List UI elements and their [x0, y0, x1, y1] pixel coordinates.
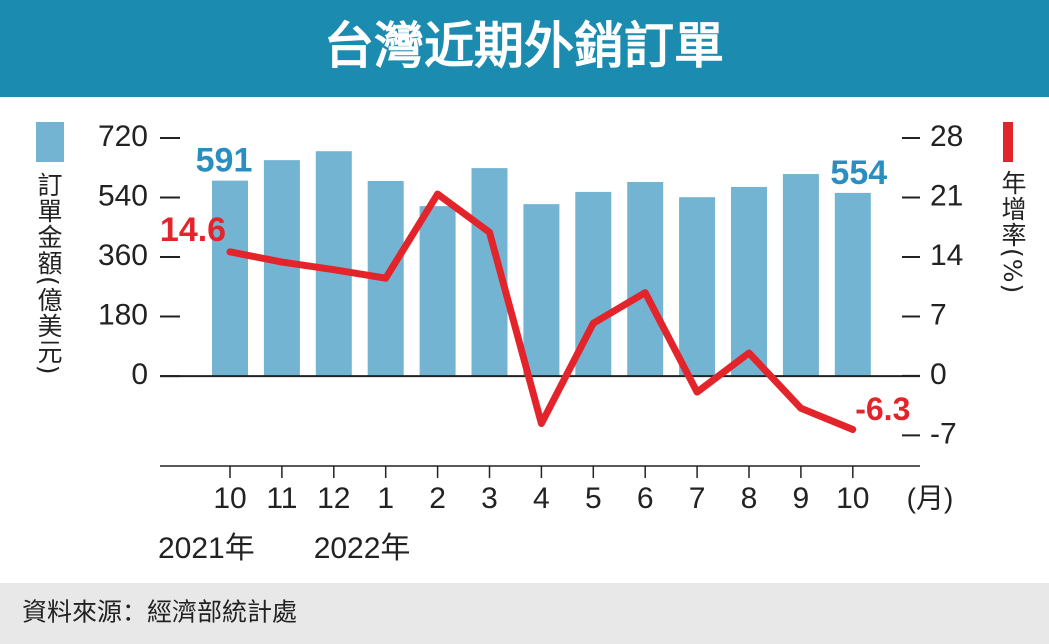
y-tick-label: 540 — [98, 179, 148, 212]
x-tick-label: 9 — [793, 482, 810, 515]
x-tick-label: 2 — [429, 482, 446, 515]
y-tick-label: 360 — [98, 239, 148, 272]
y2-tick-label: 21 — [930, 179, 963, 212]
legend-bar-swatch — [36, 122, 64, 162]
legend-line-swatch — [1003, 122, 1013, 162]
bar — [627, 181, 664, 377]
year-label: 2021年 — [158, 532, 255, 565]
y-tick-label: 0 — [131, 358, 148, 391]
y-axis-label: 訂單金額(億美元) — [34, 172, 63, 376]
bar — [834, 192, 871, 377]
x-tick-label: 11 — [266, 482, 297, 515]
footer-band — [0, 583, 1049, 644]
bar — [419, 206, 456, 377]
x-tick-label: 4 — [533, 482, 550, 515]
x-tick-label: 10 — [213, 482, 246, 515]
x-tick-label: 1 — [377, 482, 394, 515]
y2-tick-label: 7 — [930, 298, 947, 331]
y2-tick-label: 28 — [930, 120, 963, 153]
bar — [523, 204, 560, 377]
bar — [212, 180, 248, 377]
y2-tick-label: 14 — [930, 239, 963, 272]
header-band — [0, 0, 1049, 97]
bar — [315, 151, 352, 377]
y-tick-label: 180 — [98, 298, 148, 331]
bar — [263, 160, 300, 377]
line-value-label: -6.3 — [855, 391, 910, 427]
x-tick-label: 10 — [836, 482, 869, 515]
year-label: 2022年 — [314, 532, 411, 565]
chart-title: 台灣近期外銷訂單 — [324, 18, 724, 74]
line-value-label: 14.6 — [160, 211, 226, 249]
x-tick-label: 5 — [585, 482, 602, 515]
x-tick-label: 6 — [637, 482, 654, 515]
x-unit: (月) — [907, 482, 954, 513]
bar-value-label: 554 — [830, 154, 887, 192]
growth-line — [226, 190, 857, 433]
x-tick-label: 8 — [741, 482, 758, 515]
y2-axis-label: 年增率(%) — [998, 170, 1027, 295]
bar-value-label: 591 — [196, 142, 253, 180]
bar — [782, 174, 819, 377]
x-tick-label: 7 — [689, 482, 706, 515]
bar — [731, 186, 767, 377]
y-tick-label: 720 — [98, 120, 148, 153]
source: 資料來源：經濟部統計處 — [22, 599, 297, 627]
x-tick-label: 12 — [317, 482, 350, 515]
x-tick-label: 3 — [481, 482, 498, 515]
bar — [679, 197, 716, 377]
y2-tick-label: 0 — [930, 358, 947, 391]
y2-tick-label: -7 — [930, 417, 957, 450]
